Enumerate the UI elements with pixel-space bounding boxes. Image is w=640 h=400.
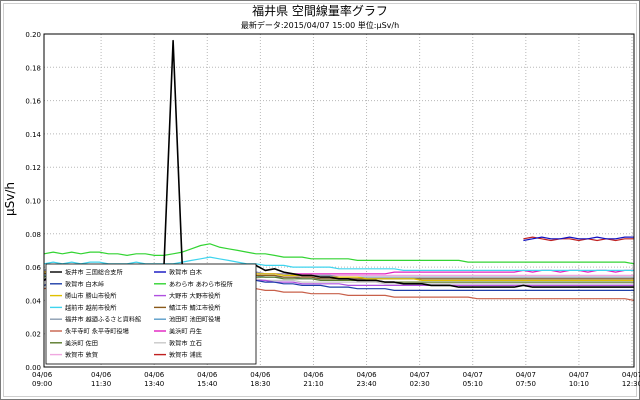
x-tick-date: 04/06 xyxy=(197,371,218,379)
legend-entry: あわら市 あわら市役所 xyxy=(169,280,233,288)
y-tick-label: 0.18 xyxy=(25,64,41,72)
legend-entry: 美浜町 佐田 xyxy=(65,339,98,347)
legend-entry: 永平寺町 永平寺町役場 xyxy=(65,328,129,336)
legend-entry: 越前市 越前市役所 xyxy=(65,304,116,312)
y-tick-label: 0.20 xyxy=(25,31,41,39)
x-tick-date: 04/06 xyxy=(356,371,377,379)
x-tick-time: 05:10 xyxy=(463,380,483,388)
x-tick-time: 18:30 xyxy=(250,380,270,388)
plot-border xyxy=(43,33,635,368)
legend-entry: 敦賀市 敦賀 xyxy=(65,351,98,359)
series-line xyxy=(523,236,634,242)
x-tick-time: 23:40 xyxy=(356,380,376,388)
gridlines xyxy=(44,34,634,367)
x-tick-time: 12:30 xyxy=(622,380,640,388)
chart-title: 福井県 空間線量率グラフ xyxy=(252,3,388,18)
series-line xyxy=(43,243,635,265)
y-tick-label: 0.04 xyxy=(25,297,41,305)
x-tick-time: 10:10 xyxy=(569,380,589,388)
x-tick-date: 04/06 xyxy=(144,371,165,379)
y-axis-label: μSv/h xyxy=(3,182,17,216)
legend-box xyxy=(45,263,257,365)
x-tick-date: 04/07 xyxy=(463,371,483,379)
x-tick-time: 11:30 xyxy=(91,380,111,388)
y-tick-label: 0.06 xyxy=(25,264,41,272)
series-line xyxy=(523,236,634,242)
legend-entry: 敦賀市 立石 xyxy=(169,339,202,347)
x-tick-time: 13:40 xyxy=(144,380,164,388)
x-tick-time: 02:30 xyxy=(410,380,430,388)
chart-subtitle: 最新データ:2015/04/07 15:00 単位:μSv/h xyxy=(241,20,399,30)
legend-entry: 美浜町 丹生 xyxy=(169,328,202,336)
series-line xyxy=(43,256,634,271)
legend-entry: 池田町 池田町役場 xyxy=(169,316,220,324)
y-axis-ticks: 0.00 0.02 0.04 0.06 0.08 0.10 0.12 0.14 0.16 0.18… xyxy=(25,31,41,372)
legend-entry: 鯖江市 鯖江市役所 xyxy=(169,304,220,312)
x-tick-date: 04/06 xyxy=(303,371,324,379)
x-tick-date: 04/07 xyxy=(410,371,430,379)
legend-entry: 敦賀市 浦底 xyxy=(169,351,202,359)
y-tick-label: 0.08 xyxy=(25,231,41,239)
y-tick-label: 0.02 xyxy=(25,331,41,339)
y-tick-label: 0.10 xyxy=(25,198,41,206)
legend-entry: 大野市 大野市役所 xyxy=(169,292,220,300)
x-tick-date: 04/07 xyxy=(622,371,640,379)
x-tick-date: 04/06 xyxy=(91,371,112,379)
legend-entry: 敦賀市 白木峠 xyxy=(65,280,104,288)
y-tick-label: 0.00 xyxy=(25,364,41,372)
x-tick-date: 04/06 xyxy=(32,371,53,379)
x-tick-time: 07:50 xyxy=(516,380,536,388)
x-tick-time: 15:40 xyxy=(197,380,217,388)
x-tick-time: 09:00 xyxy=(32,380,52,388)
x-tick-date: 04/06 xyxy=(250,371,271,379)
y-tick-label: 0.14 xyxy=(25,131,41,139)
legend-entry: 坂井市 三国総合支所 xyxy=(65,269,123,277)
legend-entry: 敦賀市 白木 xyxy=(169,269,202,277)
x-tick-date: 04/07 xyxy=(569,371,589,379)
legend-entry: 福井市 越廼ふるさと資料館 xyxy=(65,316,141,324)
x-axis-ticks: 04/0609:0004/0611:3004/0613:4004/0615:40… xyxy=(32,371,640,388)
x-tick-time: 21:10 xyxy=(303,380,323,388)
y-tick-label: 0.12 xyxy=(25,164,41,172)
x-tick-date: 04/07 xyxy=(516,371,536,379)
y-tick-label: 0.16 xyxy=(25,98,41,106)
legend-entry: 勝山市 勝山市役所 xyxy=(65,292,116,300)
